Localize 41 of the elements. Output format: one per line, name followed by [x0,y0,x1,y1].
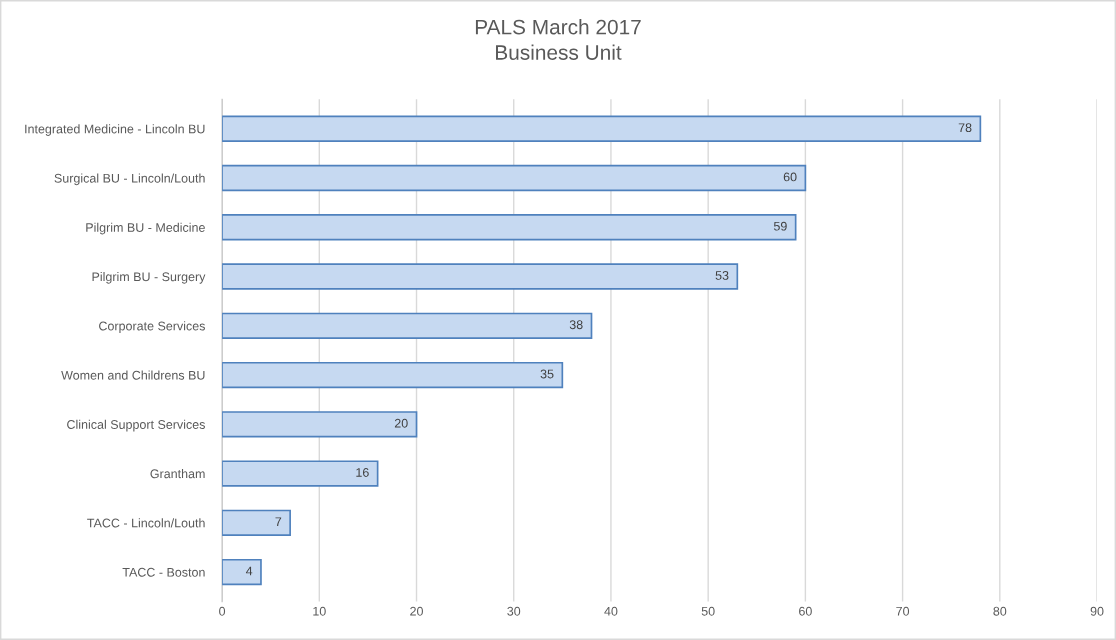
x-tick-label: 60 [799,606,812,616]
bar [222,115,982,142]
data-label: 78 [958,123,972,133]
y-tick-label: TACC - Boston [122,567,205,577]
bar [222,263,739,290]
data-label: 38 [569,320,583,330]
data-label: 7 [275,517,282,527]
bar [222,460,379,487]
data-label: 4 [245,566,253,576]
bar [222,312,593,339]
x-tick-label: 40 [604,606,618,616]
y-tick-label: Women and Childrens BU [61,370,205,380]
bar [222,214,797,241]
x-tick-label: 50 [701,606,715,616]
y-tick-label: Surgical BU - Lincoln/Louth [54,173,205,186]
data-label: 16 [356,468,369,477]
y-tick-label: TACC - Lincoln/Louth [87,518,205,528]
x-tick-label: 10 [313,606,326,616]
y-tick-label: Integrated Medicine - Lincoln BU [25,124,205,136]
data-label: 53 [715,271,729,280]
x-tick-label: 30 [507,606,521,616]
y-tick-label: Clinical Support Services [67,419,205,432]
data-label: 59 [773,221,787,231]
x-tick-label: 70 [896,606,910,616]
x-tick-label: 90 [1090,606,1104,616]
chart-title: PALS March 2017 Business Unit [475,19,641,60]
x-tick-label: 0 [219,606,226,616]
data-label: 20 [394,418,408,428]
bar [222,361,564,389]
x-tick-label: 80 [993,606,1007,616]
bar [222,558,262,586]
y-tick-label: Pilgrim BU - Surgery [92,271,206,284]
y-tick-label: Grantham [150,469,205,479]
bar [222,411,418,438]
x-tick-label: 20 [410,606,423,616]
y-tick-label: Corporate Services [99,321,205,333]
bar [222,509,291,536]
bar [222,164,807,192]
data-label: 35 [540,369,554,379]
y-tick-label: Pilgrim BU - Medicine [86,222,205,235]
data-label: 60 [783,172,797,182]
